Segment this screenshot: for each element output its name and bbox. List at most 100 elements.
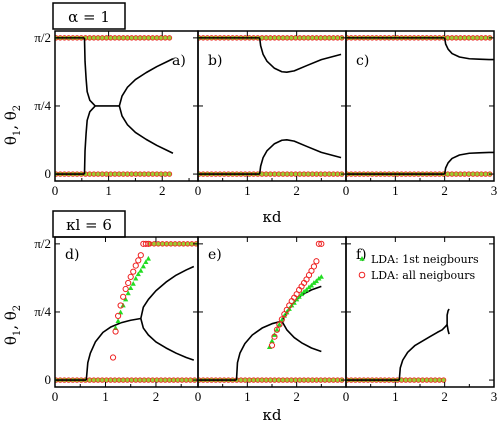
circle-point bbox=[120, 293, 127, 300]
circle-point bbox=[276, 321, 283, 328]
x-tick-label: 1 bbox=[392, 183, 399, 198]
top-parameter-box: α = 1 bbox=[52, 2, 126, 30]
triangle-point bbox=[276, 321, 282, 327]
x-axis-label-bottom: κd bbox=[263, 406, 282, 424]
plot-area bbox=[55, 35, 174, 177]
triangle-point bbox=[306, 284, 312, 290]
curve-line bbox=[85, 317, 141, 381]
triangle-point bbox=[125, 290, 131, 296]
x-tick-label: 0 bbox=[343, 389, 350, 404]
curve-line bbox=[258, 139, 342, 175]
panel-label: b) bbox=[208, 53, 222, 69]
panels-layer: 0 1 2 0 π/4 π/2 a) 0 1 2 b) 0 1 2 3 c) 0 1 2 0 π/4 π/2 d) 0 1 2 e)… bbox=[34, 30, 497, 404]
triangle-point bbox=[303, 287, 310, 292]
triangle-point bbox=[316, 275, 322, 281]
legend: LDA: 1st neigbours LDA: all neigbours bbox=[358, 253, 479, 282]
legend-entry-all: LDA: all neigbours bbox=[371, 269, 476, 282]
circle-point bbox=[132, 262, 139, 269]
triangle-point bbox=[274, 326, 280, 332]
triangle-point bbox=[138, 268, 144, 273]
x-tick-label: 1 bbox=[105, 183, 112, 198]
triangle-point bbox=[135, 271, 141, 277]
curve-line bbox=[258, 37, 342, 73]
circle-point bbox=[130, 268, 137, 275]
curve-line bbox=[281, 320, 322, 353]
circle-point bbox=[313, 258, 320, 265]
triangle-point bbox=[145, 255, 151, 261]
x-tick-label: 1 bbox=[244, 389, 251, 404]
triangle-point bbox=[143, 259, 149, 265]
circle-point bbox=[125, 279, 132, 287]
x-tick-label: 2 bbox=[293, 183, 300, 198]
triangle-point bbox=[308, 282, 315, 288]
panel-e: 0 1 2 e) bbox=[195, 236, 347, 404]
curve-line bbox=[118, 58, 174, 107]
circle-point bbox=[137, 252, 144, 259]
x-tick-label: 0 bbox=[343, 183, 350, 198]
curve-line bbox=[140, 265, 195, 319]
circle-point bbox=[114, 312, 122, 320]
plot-area bbox=[198, 240, 345, 383]
panel-label: e) bbox=[208, 247, 222, 263]
panel-label: f) bbox=[356, 247, 367, 263]
curve-line bbox=[235, 320, 283, 381]
panel-c: 0 1 2 3 c) bbox=[343, 30, 498, 198]
series-lda-all bbox=[268, 240, 325, 349]
y-tick-label: 0 bbox=[45, 166, 52, 181]
marker-band bbox=[55, 377, 198, 383]
circle-point bbox=[310, 263, 318, 270]
circle-point bbox=[112, 328, 119, 335]
circle-point bbox=[273, 326, 281, 333]
panel-label: a) bbox=[172, 53, 186, 69]
x-tick-label: 1 bbox=[102, 389, 109, 404]
x-tick-label: 2 bbox=[293, 389, 300, 404]
curve-line bbox=[140, 318, 195, 361]
circle-point bbox=[268, 342, 276, 349]
bottom-box-label: κl = 6 bbox=[66, 216, 112, 234]
triangle-point bbox=[311, 280, 317, 285]
x-tick-label: 1 bbox=[244, 183, 251, 198]
x-tick-label: 0 bbox=[195, 389, 202, 404]
y-tick-label: 0 bbox=[45, 372, 52, 387]
plot-area bbox=[346, 308, 450, 383]
triangle-point bbox=[123, 296, 129, 302]
curve-line bbox=[443, 151, 494, 175]
y-axis-label-top: θ1, θ2 bbox=[2, 105, 23, 145]
x-tick-label: 3 bbox=[491, 389, 498, 404]
top-box-label: α = 1 bbox=[68, 8, 110, 26]
y-axis-label-text: θ1, θ2 bbox=[2, 305, 23, 345]
curve-line bbox=[398, 324, 448, 381]
marker-band bbox=[55, 171, 173, 177]
panel-b: 0 1 2 b) bbox=[195, 30, 347, 198]
band-marker bbox=[166, 171, 173, 177]
x-tick-label: 2 bbox=[441, 183, 448, 198]
curve-line bbox=[443, 37, 494, 61]
triangle-point bbox=[133, 275, 139, 281]
x-tick-label: 3 bbox=[491, 183, 498, 198]
legend-entry-1st: LDA: 1st neigbours bbox=[371, 253, 479, 266]
y-tick-label: π/4 bbox=[34, 304, 51, 319]
top-box-frame bbox=[52, 2, 126, 30]
x-tick-label: 0 bbox=[195, 183, 202, 198]
panel-f: 0 1 2 3 f) LDA: 1st neigbours LDA: all neigbou… bbox=[343, 236, 498, 404]
triangle-point bbox=[140, 263, 146, 269]
x-tick-label: 2 bbox=[159, 183, 166, 198]
x-tick-label: 0 bbox=[52, 389, 59, 404]
circle-point bbox=[318, 240, 325, 247]
legend-circle-swatch bbox=[358, 271, 366, 279]
circle-point bbox=[122, 285, 129, 293]
plot-area bbox=[55, 240, 198, 383]
series-lda-all bbox=[109, 240, 152, 361]
y-axis-label-bottom: θ1, θ2 bbox=[2, 305, 23, 345]
bottom-parameter-box: κl = 6 bbox=[52, 210, 126, 238]
marker-band bbox=[55, 35, 173, 41]
triangle-point bbox=[130, 281, 136, 286]
circle-point bbox=[315, 240, 322, 247]
band-marker bbox=[166, 35, 173, 41]
circle-point bbox=[271, 333, 278, 340]
series-lda-1st bbox=[112, 255, 151, 330]
x-tick-label: 0 bbox=[52, 183, 59, 198]
y-tick-label: π/2 bbox=[34, 236, 51, 251]
legend-triangle-swatch bbox=[359, 256, 365, 261]
